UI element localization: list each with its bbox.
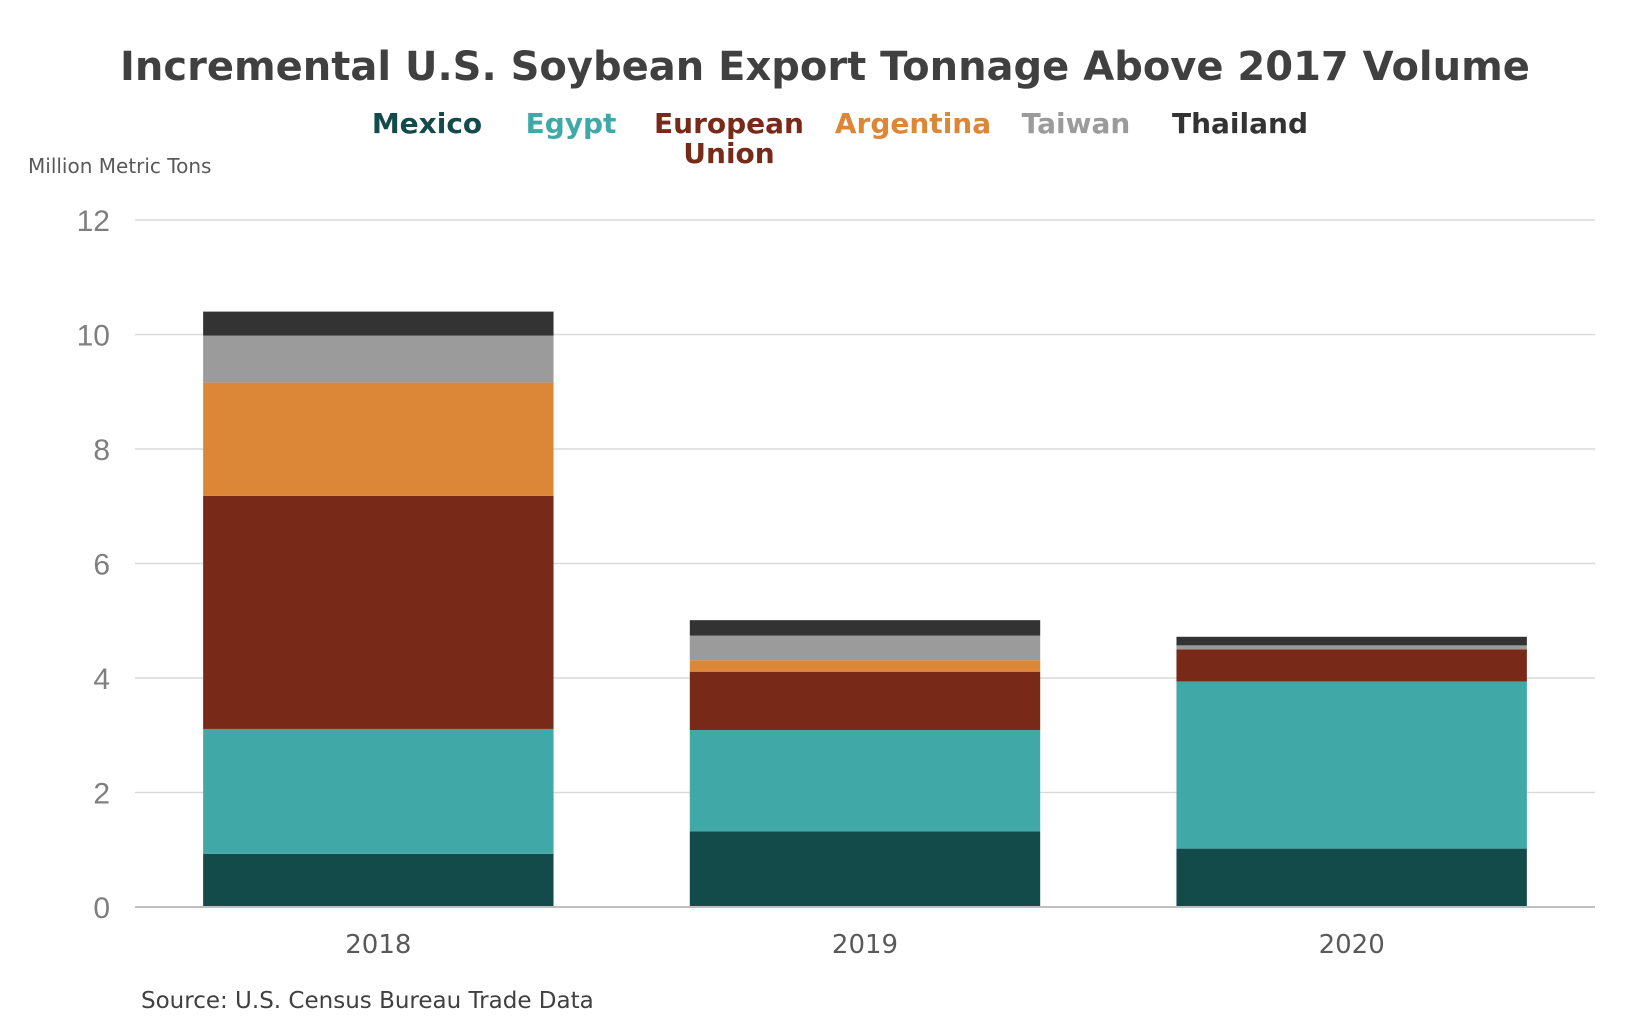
bar-2020-thailand bbox=[1176, 636, 1527, 646]
legend-label-line: Thailand bbox=[1172, 107, 1308, 140]
legend-item-thailand: Thailand bbox=[1172, 107, 1308, 140]
bar-2019-taiwan bbox=[689, 635, 1041, 661]
legend: Mexico Egypt European Union Argentina Taiwan T… bbox=[372, 107, 1308, 170]
bar-2020-mexico bbox=[1176, 848, 1527, 907]
x-tick-label: 2020 bbox=[1319, 930, 1385, 960]
legend-label-line: Mexico bbox=[372, 107, 482, 140]
bar-2018-argentina bbox=[203, 382, 554, 496]
bar-2018-taiwan bbox=[203, 335, 554, 383]
legend-label-line: European bbox=[654, 107, 804, 140]
bar-2018-european-union bbox=[203, 495, 554, 729]
x-tick-label: 2018 bbox=[345, 930, 411, 960]
legend-item-european-union: European Union bbox=[654, 107, 804, 170]
bars bbox=[203, 311, 1527, 907]
bar-2019-mexico bbox=[689, 831, 1041, 907]
bar-2019-european-union bbox=[689, 671, 1041, 731]
x-tick-label: 2019 bbox=[832, 930, 898, 960]
y-tick-label: 4 bbox=[93, 663, 110, 696]
x-axis-ticks: 2018 2019 2020 bbox=[345, 930, 1385, 960]
y-tick-label: 10 bbox=[77, 320, 110, 353]
bar-2020-egypt bbox=[1176, 681, 1527, 849]
y-axis-ticks: 0 2 4 6 8 10 12 bbox=[77, 205, 110, 925]
y-tick-label: 12 bbox=[77, 205, 110, 238]
y-tick-label: 8 bbox=[93, 434, 110, 467]
source-note: Source: U.S. Census Bureau Trade Data bbox=[141, 988, 594, 1014]
legend-label-line: Taiwan bbox=[1022, 107, 1131, 140]
legend-label-line: Egypt bbox=[526, 107, 617, 140]
bar-2019-argentina bbox=[689, 660, 1041, 672]
bar-2020-european-union bbox=[1176, 649, 1527, 682]
bar-2018-mexico bbox=[203, 853, 554, 907]
legend-label-line: Union bbox=[683, 137, 774, 170]
y-tick-label: 0 bbox=[93, 892, 110, 925]
bar-2018-thailand bbox=[203, 311, 554, 336]
legend-item-mexico: Mexico bbox=[372, 107, 482, 140]
chart-title: Incremental U.S. Soybean Export Tonnage … bbox=[120, 44, 1530, 90]
legend-item-argentina: Argentina bbox=[835, 107, 991, 140]
y-axis-unit-label: Million Metric Tons bbox=[28, 154, 211, 178]
bar-2018-egypt bbox=[203, 728, 554, 854]
legend-item-egypt: Egypt bbox=[526, 107, 617, 140]
bar-2020-taiwan bbox=[1176, 645, 1527, 650]
legend-label-line: Argentina bbox=[835, 107, 991, 140]
bar-2019-thailand bbox=[689, 620, 1041, 636]
legend-item-taiwan: Taiwan bbox=[1022, 107, 1131, 140]
y-tick-label: 2 bbox=[93, 778, 110, 811]
bar-2019-egypt bbox=[689, 730, 1041, 832]
y-tick-label: 6 bbox=[93, 549, 110, 582]
